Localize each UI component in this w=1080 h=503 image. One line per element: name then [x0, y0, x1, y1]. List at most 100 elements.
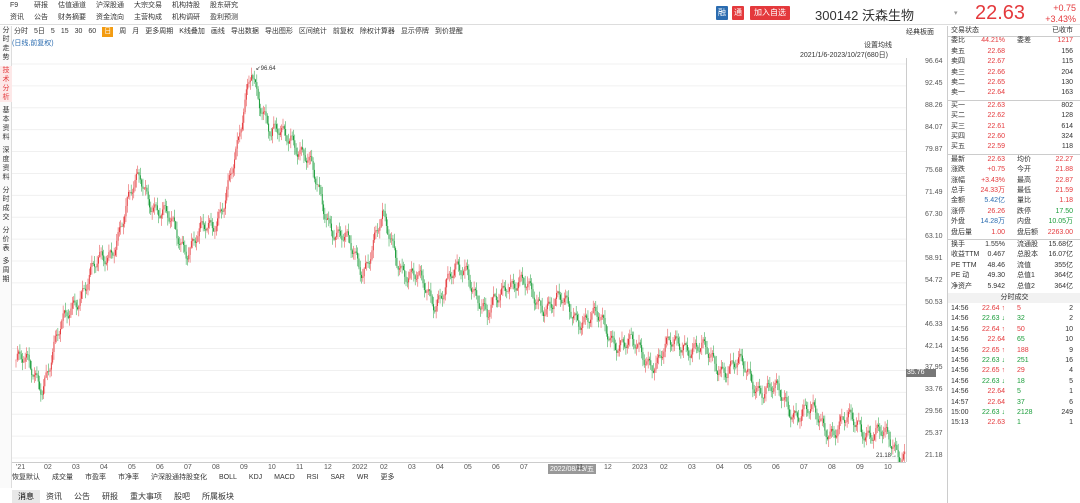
- rail-tab[interactable]: 技术分析: [0, 66, 12, 102]
- toolbar-item[interactable]: 5: [50, 28, 55, 35]
- candle-body: [190, 241, 192, 248]
- tick-row-cell: 9: [1069, 346, 1073, 354]
- top-nav-item[interactable]: 研报: [34, 2, 48, 9]
- candle-body: [313, 169, 315, 179]
- top-nav-item[interactable]: F9: [10, 2, 19, 9]
- indicator-tab[interactable]: RSI: [306, 474, 319, 481]
- rail-tab[interactable]: 分时走势: [2, 27, 10, 61]
- toolbar-item[interactable]: 15: [60, 28, 69, 35]
- top-nav-item[interactable]: 机构调研: [172, 14, 200, 21]
- top-nav-item[interactable]: 主营构成: [134, 14, 162, 21]
- rong-button[interactable]: 融: [716, 6, 728, 20]
- toolbar-item[interactable]: 30: [74, 28, 83, 35]
- tick-row-cell: 65: [1017, 336, 1025, 344]
- bottom-tab[interactable]: 研报: [102, 492, 118, 501]
- toolbar-item[interactable]: 月: [132, 28, 140, 35]
- rail-tab[interactable]: 深度资料: [2, 147, 10, 181]
- candle-body: [392, 238, 394, 242]
- bottom-tab[interactable]: 公告: [74, 492, 90, 501]
- candle-body: [854, 425, 856, 428]
- top-nav-item[interactable]: 股东研究: [210, 2, 238, 9]
- toolbar-item[interactable]: 除权计算器: [359, 28, 395, 35]
- status-row-cell: 交易状态: [951, 27, 979, 34]
- indicator-tab[interactable]: SAR: [330, 474, 345, 481]
- toolbar-item[interactable]: K线叠加: [179, 28, 205, 35]
- candle-body: [491, 297, 493, 305]
- top-nav-item[interactable]: 公告: [34, 14, 48, 21]
- toolbar-item[interactable]: 显示停牌: [400, 28, 429, 35]
- rail-tab[interactable]: 分价表: [2, 227, 10, 252]
- candle-body: [664, 343, 666, 352]
- rail-tab[interactable]: 多周期: [2, 258, 10, 283]
- candle-body: [655, 363, 657, 370]
- indicator-tab[interactable]: BOLL: [219, 474, 237, 481]
- toolbar-item[interactable]: 日: [102, 27, 114, 37]
- candle-body: [152, 207, 154, 212]
- candle-body: [469, 280, 471, 289]
- candle-body: [146, 187, 148, 192]
- indicator-tab[interactable]: 更多: [380, 474, 395, 481]
- top-nav-item[interactable]: 大宗交易: [134, 2, 162, 9]
- ma-settings-link[interactable]: 设置均线: [864, 42, 892, 49]
- candle-body: [91, 262, 93, 267]
- top-nav-item[interactable]: 资讯: [10, 14, 24, 21]
- toolbar-item[interactable]: 5日: [34, 28, 45, 35]
- tick-row-cell: 22.64: [987, 398, 1005, 406]
- indicator-tab[interactable]: MACD: [274, 474, 295, 481]
- candle-body: [697, 346, 699, 351]
- toolbar-item[interactable]: 画线: [210, 28, 225, 35]
- indicator-tab[interactable]: 市盈率: [85, 474, 106, 481]
- toolbar-item[interactable]: 导出图形: [264, 28, 293, 35]
- candle-body: [213, 228, 215, 232]
- bottom-tab[interactable]: 股吧: [174, 492, 190, 501]
- candle-body: [757, 385, 759, 389]
- rail-tab[interactable]: 基本资料: [2, 107, 10, 141]
- indicator-tab[interactable]: KDJ: [248, 474, 263, 481]
- candle-body: [158, 210, 160, 216]
- indicator-tab[interactable]: 市净率: [118, 474, 139, 481]
- toolbar-item[interactable]: 60: [88, 28, 97, 35]
- toolbar-item[interactable]: 导出数据: [230, 28, 259, 35]
- rail-tab[interactable]: 分时成交: [2, 187, 10, 221]
- indicator-tab[interactable]: 成交量: [52, 474, 73, 481]
- stat2-row-cell: 1.55%: [985, 241, 1005, 248]
- candle-body: [351, 250, 353, 254]
- toolbar-item[interactable]: 周: [119, 28, 127, 35]
- stat-row-cell: 涨跌: [951, 166, 965, 174]
- candle-body: [308, 156, 310, 161]
- candle-body: [283, 126, 285, 130]
- top-nav-item[interactable]: 资金流向: [96, 14, 124, 21]
- kline-chart[interactable]: (日线,前复权) 设置均线 2021/1/6-2023/10/27(680日) …: [12, 38, 906, 462]
- top-nav-item[interactable]: 盈利预测: [210, 14, 238, 21]
- top-nav-item[interactable]: 机构持股: [172, 2, 200, 9]
- bottom-tab[interactable]: 所属板块: [202, 492, 234, 501]
- top-nav-item[interactable]: 财务摘要: [58, 14, 86, 21]
- chevron-down-icon[interactable]: ▾: [954, 10, 958, 17]
- bottom-tab[interactable]: 消息: [12, 490, 40, 503]
- candle-body: [391, 238, 393, 240]
- indicator-tab[interactable]: WR: [356, 474, 369, 481]
- toolbar-item[interactable]: 前复权: [332, 28, 354, 35]
- toolbar-item[interactable]: 更多周期: [145, 28, 174, 35]
- top-nav-item[interactable]: 沪深股通: [96, 2, 124, 9]
- tick-row-cell: 2: [1069, 315, 1073, 323]
- toolbar-item[interactable]: 区间统计: [298, 28, 327, 35]
- tong-button[interactable]: 通: [732, 6, 744, 20]
- classic-layout-link[interactable]: 经典板面: [906, 29, 934, 36]
- candle-body: [756, 388, 758, 392]
- top-bar: F9 研报 估值通道 沪深股通 大宗交易 机构持股 股东研究资讯 公告 财务摘要 资金流向 主营构成…: [0, 0, 1080, 25]
- candle-body: [840, 416, 842, 422]
- toolbar-item[interactable]: 到价提醒: [434, 28, 463, 35]
- top-nav-item[interactable]: 估值通道: [58, 2, 86, 9]
- bottom-tab[interactable]: 资讯: [46, 492, 62, 501]
- tick-row-cell: 16: [1065, 357, 1073, 364]
- stat-row-cell: 量比: [1017, 197, 1031, 205]
- candle-body: [891, 446, 893, 449]
- candle-body: [567, 297, 569, 304]
- indicator-tab[interactable]: 沪深股通持股变化: [151, 474, 207, 481]
- candle-body: [896, 445, 898, 450]
- toolbar-item[interactable]: 分时: [14, 28, 28, 35]
- bottom-tab[interactable]: 重大事项: [130, 492, 162, 501]
- add-watchlist-button[interactable]: 加入自选: [750, 6, 790, 20]
- indicator-tab[interactable]: 恢复默认: [12, 474, 40, 481]
